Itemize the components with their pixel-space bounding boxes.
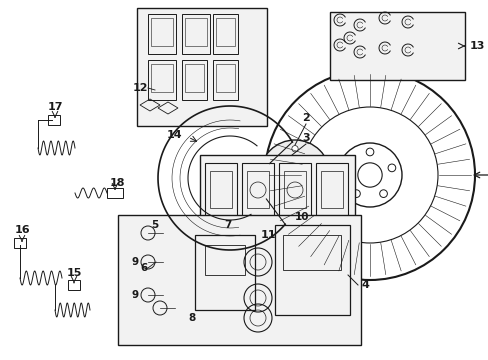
Bar — [284, 171, 305, 208]
Bar — [329, 12, 464, 80]
Bar — [216, 64, 235, 92]
Bar — [274, 225, 349, 315]
Text: 5: 5 — [151, 220, 158, 230]
Text: 18: 18 — [110, 178, 125, 188]
Bar — [184, 64, 203, 92]
Text: 14: 14 — [166, 130, 182, 140]
Text: 6: 6 — [141, 263, 148, 273]
Bar — [48, 115, 60, 125]
Bar — [242, 163, 273, 218]
Text: 17: 17 — [47, 102, 62, 112]
Circle shape — [264, 70, 474, 280]
Circle shape — [357, 163, 382, 187]
Text: 3: 3 — [302, 133, 309, 143]
Bar — [216, 18, 235, 46]
Text: 15: 15 — [66, 268, 81, 278]
Text: 11: 11 — [260, 230, 275, 240]
Bar — [151, 64, 173, 92]
Bar — [118, 215, 360, 345]
Circle shape — [387, 164, 395, 172]
Bar — [148, 60, 176, 100]
Circle shape — [266, 164, 273, 170]
Text: 10: 10 — [294, 212, 308, 222]
Circle shape — [306, 193, 313, 199]
Circle shape — [344, 164, 351, 172]
Bar — [209, 171, 231, 208]
Text: 9: 9 — [131, 290, 138, 300]
Bar — [213, 60, 238, 100]
Bar — [204, 245, 244, 275]
Text: 16: 16 — [14, 225, 30, 235]
Bar — [107, 188, 123, 198]
Bar — [213, 14, 238, 54]
Text: 2: 2 — [302, 113, 309, 123]
Bar — [14, 238, 26, 248]
Bar — [68, 280, 80, 290]
Bar — [204, 163, 237, 218]
Bar — [182, 60, 206, 100]
Text: 8: 8 — [188, 313, 195, 323]
Text: 4: 4 — [361, 280, 369, 290]
Circle shape — [316, 164, 323, 170]
Circle shape — [260, 140, 329, 210]
Bar — [182, 14, 209, 54]
Bar — [148, 14, 176, 54]
Text: 9: 9 — [131, 257, 138, 267]
Circle shape — [291, 145, 298, 152]
Circle shape — [352, 190, 360, 198]
Bar — [279, 163, 310, 218]
Text: 7: 7 — [224, 220, 231, 230]
Bar — [320, 171, 342, 208]
Bar — [195, 235, 254, 310]
Circle shape — [337, 143, 401, 207]
Bar — [137, 8, 266, 126]
Text: 13: 13 — [469, 41, 485, 51]
Circle shape — [276, 193, 282, 199]
Bar — [200, 155, 354, 227]
Circle shape — [275, 156, 314, 194]
Circle shape — [278, 157, 287, 167]
Circle shape — [287, 167, 302, 183]
Text: 12: 12 — [132, 83, 148, 93]
Bar — [315, 163, 347, 218]
Bar — [184, 18, 206, 46]
Bar — [246, 171, 268, 208]
Bar — [283, 235, 340, 270]
Circle shape — [366, 148, 373, 156]
Circle shape — [379, 190, 386, 198]
Bar — [151, 18, 173, 46]
Circle shape — [209, 158, 249, 198]
